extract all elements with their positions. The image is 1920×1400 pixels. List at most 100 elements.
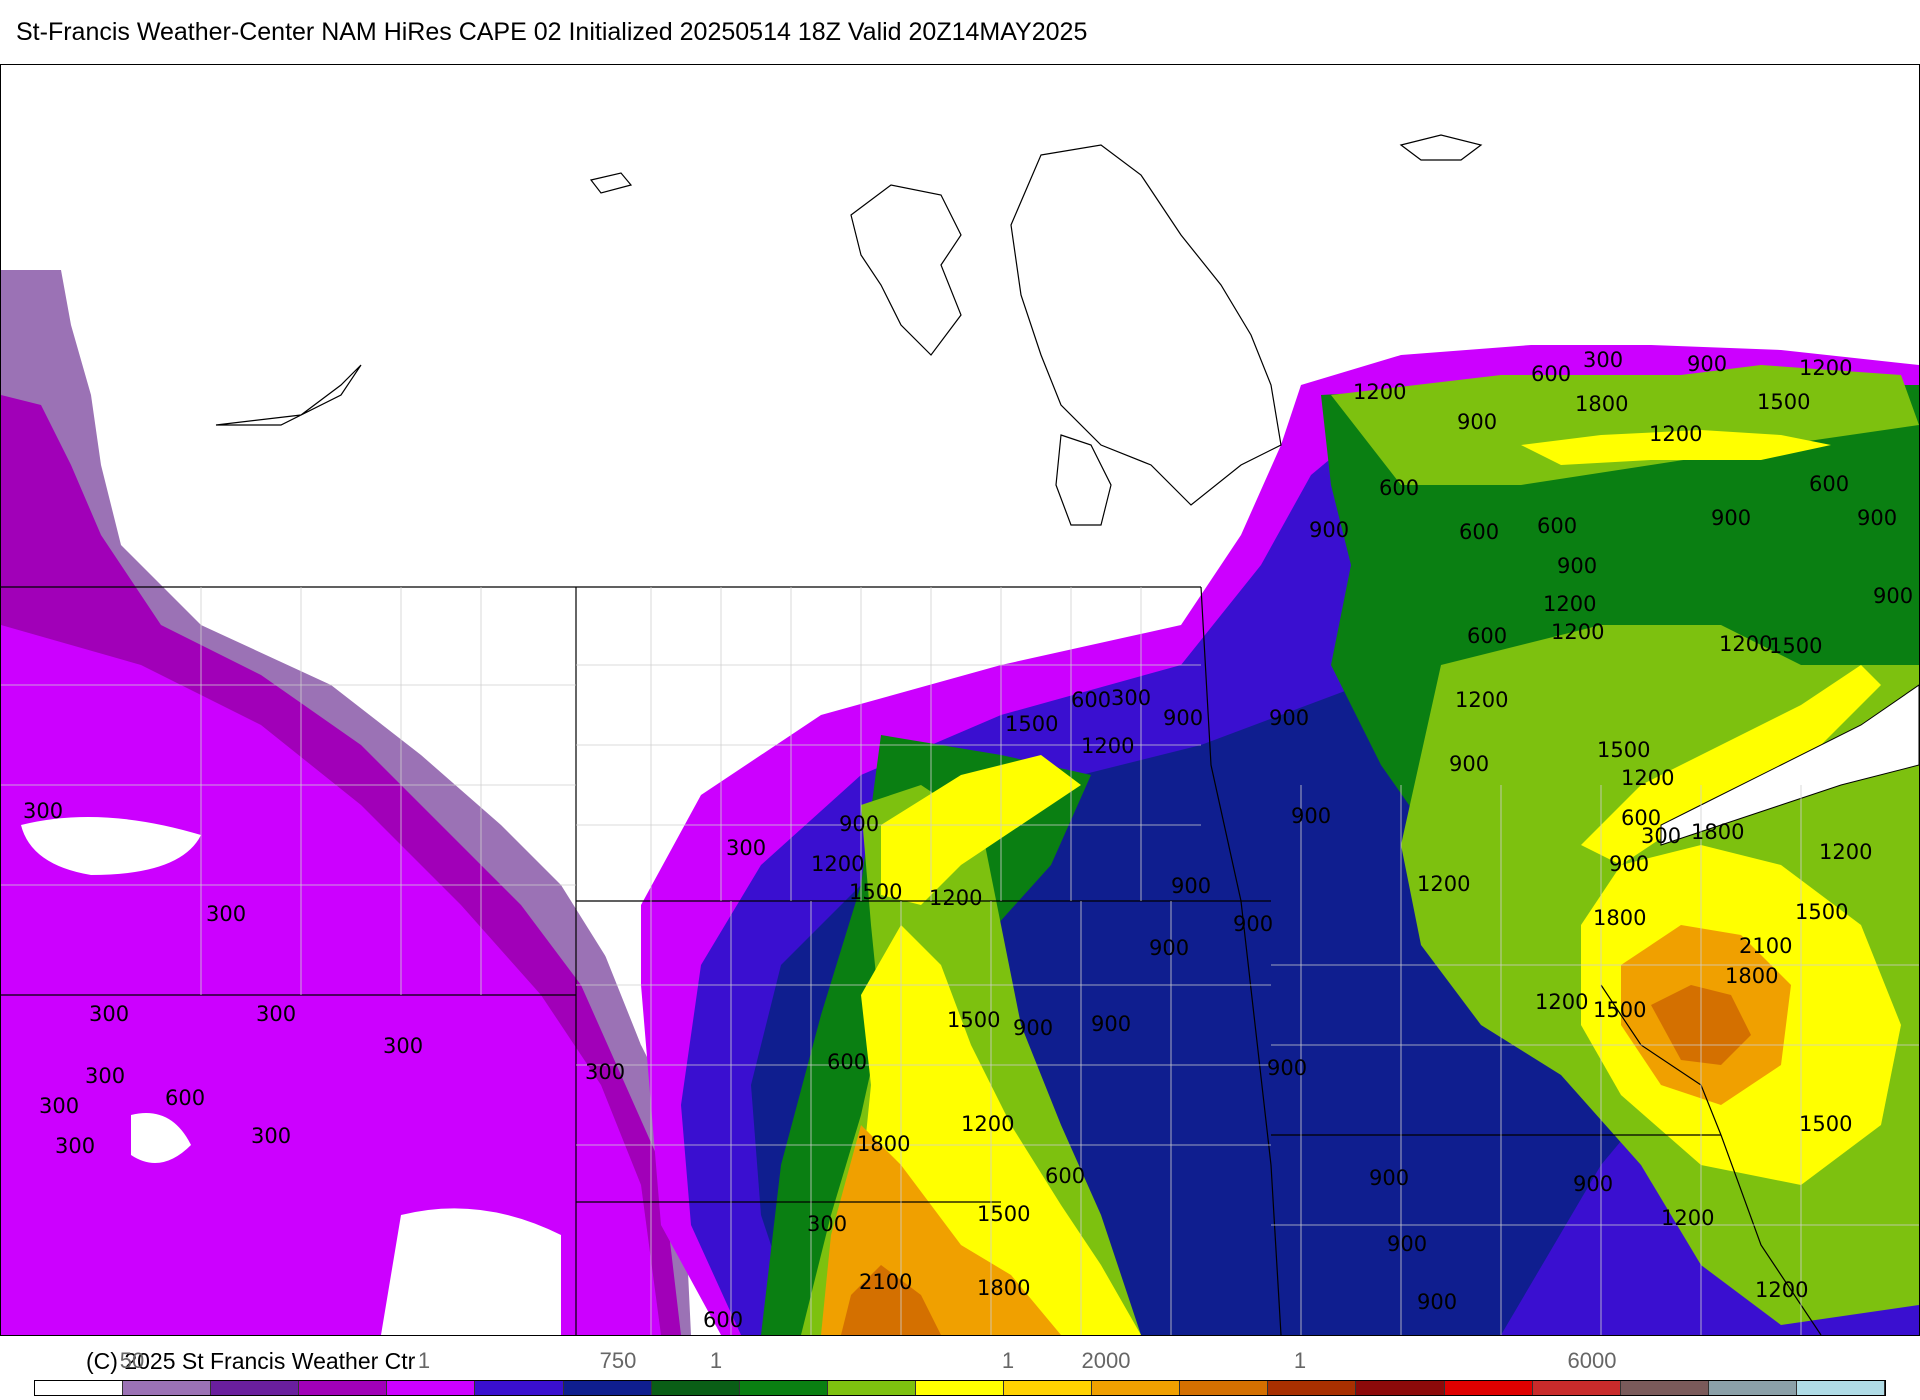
contour-label: 1800 <box>977 1276 1030 1300</box>
colorbar-tick-label: 1 <box>1293 1348 1307 1373</box>
contour-label: 1200 <box>961 1112 1014 1136</box>
colorbar-swatch <box>1180 1381 1269 1395</box>
contour-label: 300 <box>85 1064 125 1088</box>
colorbar-swatch <box>1620 1381 1709 1395</box>
contour-label: 900 <box>1417 1290 1457 1314</box>
contour-label: 1500 <box>1597 738 1650 762</box>
contour-label: 1200 <box>1551 620 1604 644</box>
contour-label: 900 <box>1711 506 1751 530</box>
colorbar-tick-label: 750 <box>599 1348 637 1373</box>
colorbar-swatch <box>123 1381 212 1395</box>
coastline-hudson <box>850 184 962 356</box>
contour-label: 900 <box>1233 912 1273 936</box>
contour-label: 900 <box>839 812 879 836</box>
contour-label: 900 <box>1291 804 1331 828</box>
contour-label: 1200 <box>1719 632 1772 656</box>
contour-label: 600 <box>165 1086 205 1110</box>
map-title: St-Francis Weather-Center NAM HiRes CAPE… <box>16 18 1088 46</box>
contour-label: 900 <box>1449 752 1489 776</box>
coastline-small-3 <box>215 364 362 426</box>
contour-label: 600 <box>1467 624 1507 648</box>
contour-label: 300 <box>1641 824 1681 848</box>
contour-label: 900 <box>1573 1172 1613 1196</box>
colorbar-swatch <box>299 1381 388 1395</box>
contour-label: 600 <box>1459 520 1499 544</box>
colorbar-swatch <box>387 1381 476 1395</box>
contour-label: 300 <box>726 836 766 860</box>
contour-label: 1500 <box>849 880 902 904</box>
contour-label: 1200 <box>1649 422 1702 446</box>
colorbar-swatch <box>1004 1381 1093 1395</box>
coastline-small-2 <box>589 172 633 194</box>
county-lines <box>1 587 1919 1335</box>
contour-label: 1500 <box>1005 712 1058 736</box>
contour-label: 1500 <box>977 1202 1030 1226</box>
contour-label: 1200 <box>1755 1278 1808 1302</box>
contour-label: 1800 <box>1691 820 1744 844</box>
colorbar-swatch <box>1092 1381 1181 1395</box>
contour-label: 1200 <box>1819 840 1872 864</box>
colorbar-tick-label: 1 <box>709 1348 723 1373</box>
contour-labels: 300 300 300 300 300 300 300 600 300 300 … <box>23 348 1913 1332</box>
cape-map: 300 300 300 300 300 300 300 600 300 300 … <box>1 134 1919 1335</box>
contour-label: 1200 <box>1621 766 1674 790</box>
cape-fill-yellow-ne <box>1581 665 1881 865</box>
contour-label: 1800 <box>1593 906 1646 930</box>
contour-label: 1200 <box>1417 872 1470 896</box>
colorbar-tick-label: 1 <box>417 1348 431 1373</box>
contour-label: 300 <box>55 1134 95 1158</box>
contour-label: 1500 <box>1757 390 1810 414</box>
cape-fill-yellow-top <box>1521 430 1831 465</box>
colorbar-swatch <box>739 1381 828 1395</box>
white-patch-2 <box>381 1208 561 1335</box>
colorbar-swatch <box>827 1381 916 1395</box>
white-patch-3 <box>131 1113 191 1163</box>
contour-label: 1200 <box>1799 356 1852 380</box>
contour-label: 900 <box>1163 706 1203 730</box>
contour-label: 600 <box>1809 472 1849 496</box>
contour-label: 1200 <box>811 852 864 876</box>
white-patch-1 <box>21 817 201 875</box>
contour-label: 300 <box>251 1124 291 1148</box>
contour-label: 600 <box>1379 476 1419 500</box>
colorbar-swatch <box>1444 1381 1533 1395</box>
contour-label: 1800 <box>1575 392 1628 416</box>
contour-label: 300 <box>807 1212 847 1236</box>
colorbar-swatch <box>915 1381 1005 1395</box>
contour-label: 1200 <box>929 886 982 910</box>
contour-label: 600 <box>703 1308 743 1332</box>
coastline-small-1 <box>1399 134 1483 161</box>
contour-label: 300 <box>256 1002 296 1026</box>
contour-label: 300 <box>23 799 63 823</box>
contour-label: 600 <box>1621 806 1661 830</box>
coastline-canada <box>1010 144 1282 506</box>
contour-label: 900 <box>1687 352 1727 376</box>
contour-label: 300 <box>39 1094 79 1118</box>
contour-label: 1200 <box>1455 688 1508 712</box>
colorbar-swatch <box>1356 1381 1445 1395</box>
colorbar-swatch <box>1268 1381 1357 1395</box>
lake-winnipeg <box>1055 434 1112 526</box>
contour-label: 300 <box>585 1060 625 1084</box>
contour-label: 1200 <box>1353 380 1406 404</box>
cape-fill-darkorange-s <box>841 1265 941 1335</box>
contour-label: 2100 <box>859 1270 912 1294</box>
colorbar-swatch <box>1532 1381 1621 1395</box>
contour-label: 300 <box>89 1002 129 1026</box>
contour-label: 1800 <box>1725 964 1778 988</box>
map-panel[interactable]: 300 300 300 300 300 300 300 600 300 300 … <box>0 64 1920 1336</box>
contour-label: 300 <box>206 902 246 926</box>
contour-label: 900 <box>1267 1056 1307 1080</box>
colorbar-tick-label: 1 <box>1001 1348 1015 1373</box>
contour-label: 1500 <box>1593 998 1646 1022</box>
contour-label: 600 <box>827 1050 867 1074</box>
contour-label: 300 <box>1111 686 1151 710</box>
contour-label: 900 <box>1857 506 1897 530</box>
contour-label: 900 <box>1013 1016 1053 1040</box>
contour-label: 1200 <box>1535 990 1588 1014</box>
colorbar-swatch <box>35 1381 124 1395</box>
contour-label: 900 <box>1149 936 1189 960</box>
contour-label: 600 <box>1071 688 1111 712</box>
contour-label: 900 <box>1171 874 1211 898</box>
colorbar-swatch <box>651 1381 740 1395</box>
